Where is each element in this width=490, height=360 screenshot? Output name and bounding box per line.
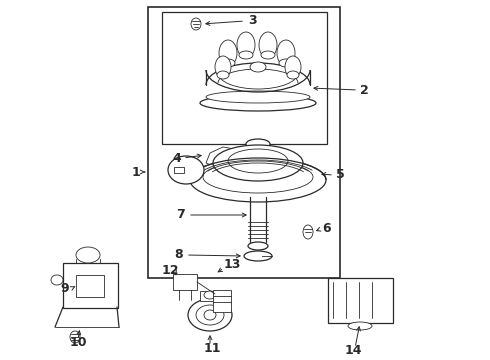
Ellipse shape — [250, 62, 266, 72]
Text: 12: 12 — [162, 264, 179, 276]
Ellipse shape — [259, 32, 277, 58]
Bar — [200, 291, 220, 301]
Ellipse shape — [206, 91, 310, 103]
Ellipse shape — [168, 156, 204, 184]
Bar — [63, 263, 118, 308]
Ellipse shape — [203, 161, 313, 193]
Bar — [173, 274, 197, 290]
Ellipse shape — [70, 331, 80, 343]
Ellipse shape — [217, 71, 229, 79]
Text: 5: 5 — [336, 168, 345, 181]
Ellipse shape — [246, 139, 270, 149]
Ellipse shape — [261, 51, 275, 59]
Bar — [148, 7, 340, 278]
Text: 2: 2 — [360, 84, 369, 96]
Ellipse shape — [191, 18, 201, 30]
Ellipse shape — [213, 145, 303, 181]
Text: 9: 9 — [60, 282, 69, 294]
Text: 13: 13 — [224, 258, 242, 271]
Text: 3: 3 — [248, 14, 257, 27]
Bar — [213, 290, 231, 312]
Ellipse shape — [237, 32, 255, 58]
Ellipse shape — [228, 149, 288, 173]
Ellipse shape — [277, 40, 295, 66]
Ellipse shape — [239, 51, 253, 59]
Ellipse shape — [215, 56, 231, 78]
Ellipse shape — [221, 59, 235, 67]
Ellipse shape — [51, 275, 63, 285]
Polygon shape — [206, 147, 253, 167]
Ellipse shape — [303, 225, 313, 239]
Text: 1: 1 — [132, 166, 140, 179]
Bar — [162, 12, 327, 144]
Ellipse shape — [219, 40, 237, 66]
Text: 7: 7 — [176, 208, 185, 221]
Ellipse shape — [285, 56, 301, 78]
Ellipse shape — [248, 242, 268, 250]
Text: 14: 14 — [345, 343, 363, 356]
Ellipse shape — [76, 247, 100, 263]
Ellipse shape — [287, 71, 299, 79]
Ellipse shape — [204, 291, 216, 299]
Bar — [174, 167, 184, 173]
Bar — [328, 278, 393, 323]
Text: 11: 11 — [204, 342, 221, 355]
Ellipse shape — [196, 305, 224, 325]
Text: 10: 10 — [70, 336, 88, 348]
Ellipse shape — [279, 59, 293, 67]
Ellipse shape — [204, 310, 216, 320]
Ellipse shape — [188, 299, 232, 331]
Bar — [76, 275, 104, 297]
Ellipse shape — [348, 322, 372, 330]
Text: 4: 4 — [172, 152, 181, 165]
Text: 8: 8 — [174, 248, 183, 261]
Ellipse shape — [200, 95, 316, 111]
Ellipse shape — [190, 158, 326, 202]
Text: 6: 6 — [322, 221, 331, 234]
